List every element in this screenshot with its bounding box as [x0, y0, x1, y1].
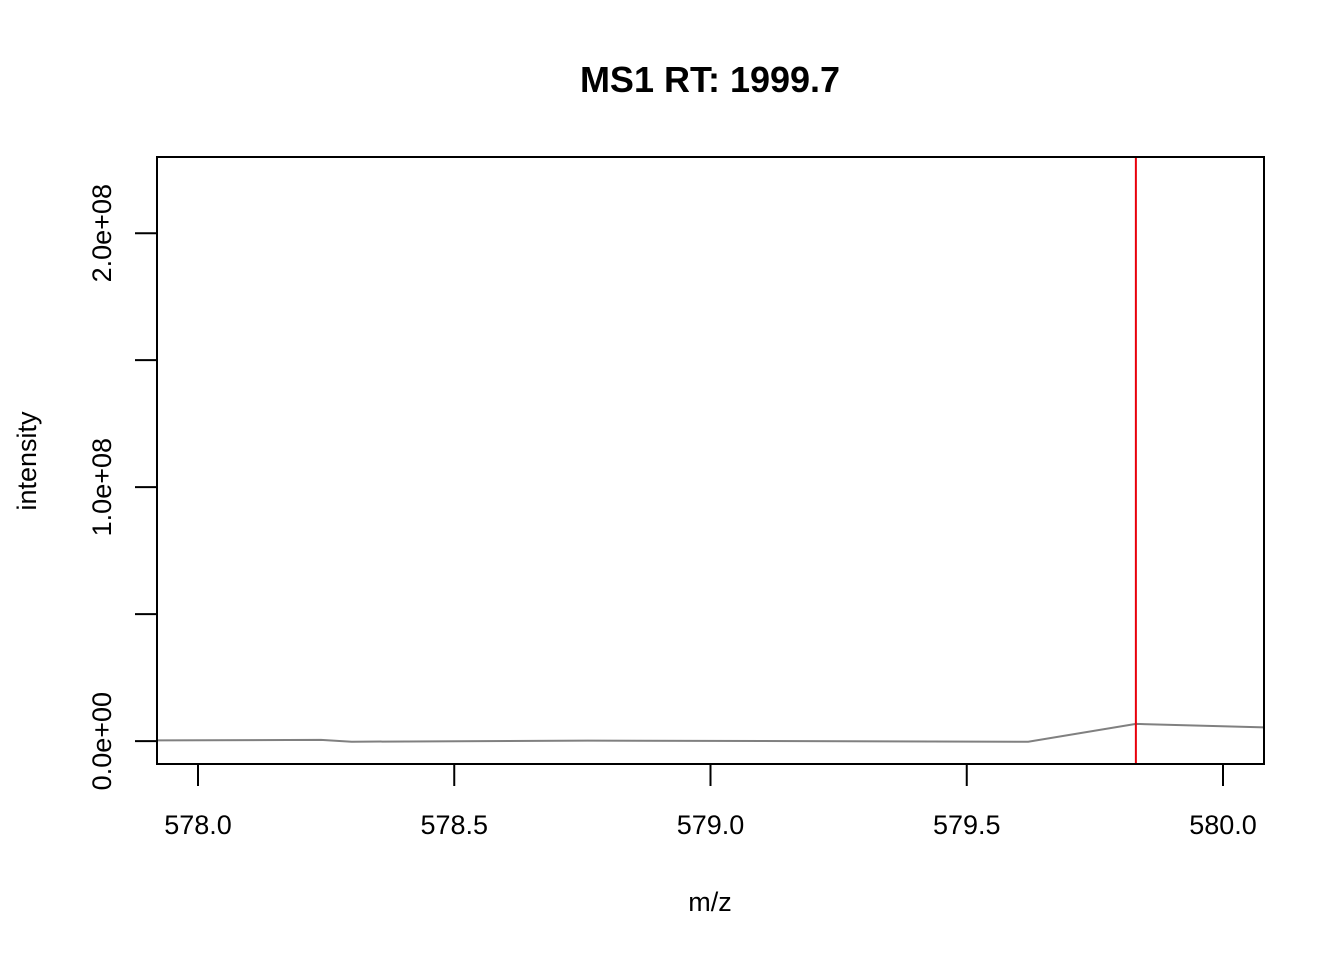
x-tick-label: 579.0 — [677, 810, 745, 840]
x-tick-label: 580.0 — [1189, 810, 1257, 840]
x-tick-label: 579.5 — [933, 810, 1001, 840]
x-axis-label: m/z — [688, 887, 732, 917]
series-layer — [156, 722, 1265, 743]
y-tick-label: 2.0e+08 — [87, 184, 117, 282]
y-axis-label: intensity — [12, 411, 42, 511]
chart-title: MS1 RT: 1999.7 — [580, 59, 840, 100]
plot-frame — [156, 156, 1265, 765]
y-tick-label: 0.0e+00 — [87, 692, 117, 790]
y-axis-ticks: 0.0e+00 1.0e+08 2.0e+08 — [87, 184, 157, 790]
x-axis-ticks: 578.0 578.5 579.0 579.5 580.0 — [164, 764, 1257, 840]
y-tick-label: 1.0e+08 — [87, 438, 117, 536]
x-tick-label: 578.5 — [420, 810, 488, 840]
x-tick-label: 578.0 — [164, 810, 232, 840]
spectrum-line — [156, 722, 1265, 743]
